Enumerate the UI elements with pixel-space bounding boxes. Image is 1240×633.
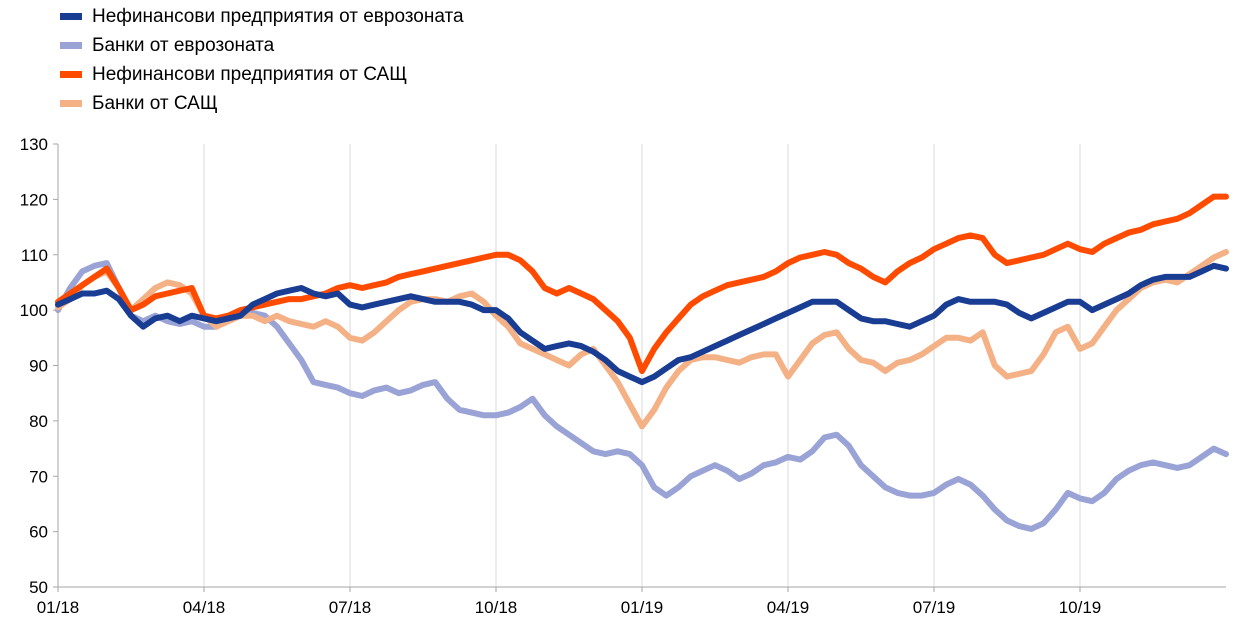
legend-label-banks-us: Банки от САЩ <box>92 92 218 114</box>
series-line-3 <box>55 249 1229 430</box>
x-tick-label: 04/19 <box>767 598 810 617</box>
x-tick-label: 01/18 <box>37 598 80 617</box>
x-tick-label: 07/18 <box>329 598 372 617</box>
legend-label-nfc-us: Нефинансови предприятия от САЩ <box>92 63 408 85</box>
x-tick-label: 10/19 <box>1059 598 1102 617</box>
x-tick-label: 01/19 <box>621 598 664 617</box>
y-tick-label: 100 <box>20 301 48 320</box>
legend-label-banks-euro: Банки от еврозоната <box>92 34 275 56</box>
legend-item-banks-us: Банки от САЩ <box>60 89 464 118</box>
y-tick-label: 70 <box>29 467 48 486</box>
x-tick-label: 07/19 <box>913 598 956 617</box>
y-tick-label: 80 <box>29 412 48 431</box>
legend-swatch-banks-us <box>60 100 82 107</box>
y-tick-label: 110 <box>21 246 48 265</box>
series-line-0 <box>55 262 1229 386</box>
legend-item-nfc-euro: Нефинансови предприятия от еврозоната <box>60 2 464 31</box>
y-tick-label: 90 <box>29 357 48 376</box>
y-tick-label: 60 <box>29 523 48 542</box>
y-tick-label: 50 <box>29 578 48 597</box>
legend-label-nfc-euro: Нефинансови предприятия от еврозоната <box>92 5 464 27</box>
legend-swatch-nfc-us <box>60 71 82 78</box>
x-tick-label: 04/18 <box>183 598 226 617</box>
x-tick-label: 10/18 <box>475 598 518 617</box>
legend-swatch-banks-euro <box>60 42 82 49</box>
legend-item-banks-euro: Банки от еврозоната <box>60 31 464 60</box>
legend-item-nfc-us: Нефинансови предприятия от САЩ <box>60 60 464 89</box>
y-tick-label: 120 <box>20 190 48 209</box>
chart-legend: Нефинансови предприятия от еврозоната Ба… <box>60 2 464 118</box>
y-tick-label: 130 <box>20 135 48 154</box>
legend-swatch-nfc-euro <box>60 13 82 20</box>
